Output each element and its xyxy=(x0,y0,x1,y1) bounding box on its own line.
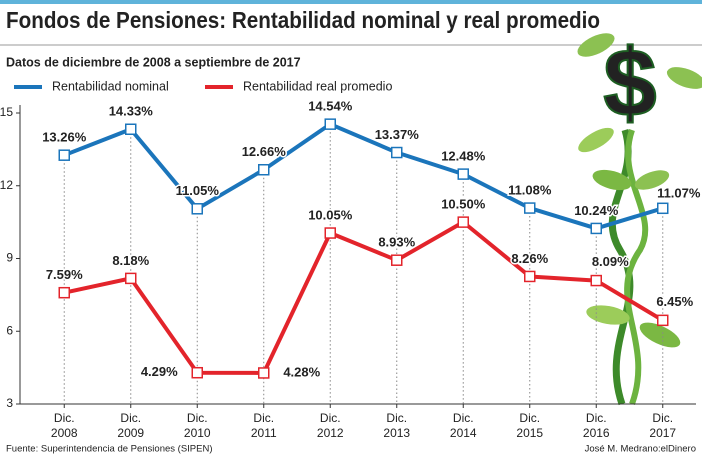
dollar-sign: $ xyxy=(603,29,656,136)
leaf xyxy=(592,169,632,191)
x-tick-label-line: Dic. xyxy=(187,411,208,425)
leaf xyxy=(586,305,630,325)
top-strip xyxy=(0,0,702,4)
point-marker xyxy=(125,272,137,285)
legend-label: Rentabilidad nominal xyxy=(52,79,169,93)
vine xyxy=(608,128,634,406)
value-label: 11.08% xyxy=(508,182,552,197)
point-marker xyxy=(590,274,602,287)
point-marker xyxy=(324,227,336,239)
leaf xyxy=(639,322,681,348)
value-label: 13.37% xyxy=(375,127,420,142)
y-tick-label: 12 xyxy=(0,178,13,192)
value-label: 14.54% xyxy=(308,99,353,114)
value-label: 8.93% xyxy=(378,235,415,250)
x-tick-label-line: 2016 xyxy=(583,426,610,440)
plant-illustration: $ xyxy=(577,28,702,406)
value-label: 12.48% xyxy=(441,149,486,164)
x-tick-label: Dic. 2013 xyxy=(383,411,410,440)
series-line xyxy=(63,220,664,375)
x-tick-label-line: 2014 xyxy=(450,426,477,440)
point-marker xyxy=(125,123,137,135)
vine xyxy=(624,129,649,406)
point-marker xyxy=(457,216,469,228)
source: Fuente: Superintendencia de Pensiones (S… xyxy=(6,444,213,455)
point-marker xyxy=(524,202,536,214)
series-line xyxy=(63,122,664,231)
x-tick-label-line: Dic. xyxy=(54,411,75,425)
x-tick-label-line: 2017 xyxy=(649,426,676,440)
x-tick-label: Dic. 2012 xyxy=(317,411,344,440)
chart-subtitle: Datos de diciembre de 2008 a septiembre … xyxy=(6,55,301,69)
leaf xyxy=(666,67,702,89)
y-tick-label: 9 xyxy=(6,251,13,265)
x-tick-label-line: Dic. xyxy=(652,411,673,425)
chart-title: Fondos de Pensiones: Rentabilidad nomina… xyxy=(6,7,600,33)
value-label: 10.05% xyxy=(308,207,353,222)
point-marker xyxy=(657,202,669,215)
value-label: 11.07% xyxy=(657,186,701,201)
x-tick-label-line: 2012 xyxy=(317,426,344,440)
point-marker xyxy=(191,203,203,215)
point-marker xyxy=(258,163,270,176)
leaf xyxy=(577,33,615,57)
value-label: 7.59% xyxy=(46,267,83,282)
x-tick-label-line: Dic. xyxy=(253,411,274,425)
value-label: 8.09% xyxy=(592,254,629,269)
point-marker xyxy=(524,270,536,283)
x-tick-label-line: Dic. xyxy=(386,411,407,425)
x-tick-label-line: Dic. xyxy=(586,411,607,425)
value-label: 6.45% xyxy=(656,294,693,309)
value-label: 4.28% xyxy=(283,364,320,379)
x-tick-label-line: 2015 xyxy=(516,426,543,440)
x-tick-label-line: Dic. xyxy=(120,411,141,425)
point-marker xyxy=(391,146,403,159)
x-tick-label-line: 2013 xyxy=(383,426,410,440)
value-label: 8.18% xyxy=(112,253,149,268)
point-marker xyxy=(324,118,336,130)
value-label: 10.24% xyxy=(574,203,619,218)
point-marker xyxy=(657,314,669,327)
x-tick-label: Dic. 2010 xyxy=(184,411,211,440)
value-label: 10.50% xyxy=(441,197,486,212)
point-marker xyxy=(258,367,270,379)
value-label: 8.26% xyxy=(511,251,548,266)
x-tick-label: Dic. 2009 xyxy=(117,411,144,440)
point-marker xyxy=(590,222,602,235)
credit: José M. Medrano:elDinero xyxy=(585,444,696,455)
x-tick-label: Dic. 2011 xyxy=(251,411,277,440)
point-marker xyxy=(58,286,70,299)
x-tick-label-line: Dic. xyxy=(320,411,341,425)
value-label: 12.66% xyxy=(242,144,287,159)
x-tick-label-line: 2010 xyxy=(184,426,211,440)
x-tick-label-line: 2011 xyxy=(251,426,277,440)
value-label: 13.26% xyxy=(42,130,87,145)
point-marker xyxy=(191,366,203,379)
x-tick-label: Dic. 2014 xyxy=(450,411,477,440)
point-marker xyxy=(391,254,403,266)
x-tick-label-line: 2009 xyxy=(117,426,144,440)
y-tick-label: 15 xyxy=(0,105,13,119)
y-tick-label: 6 xyxy=(6,323,13,337)
leaf xyxy=(578,127,614,153)
x-tick-label-line: 2008 xyxy=(51,426,78,440)
x-tick-label: Dic. 2016 xyxy=(583,411,610,440)
x-tick-label: Dic. 2008 xyxy=(51,411,78,440)
point-marker xyxy=(457,168,469,180)
y-tick-label: 3 xyxy=(6,396,13,410)
leaf xyxy=(634,170,670,190)
value-label: 4.29% xyxy=(141,364,178,379)
point-marker xyxy=(58,149,70,161)
value-label: 11.05% xyxy=(176,183,220,198)
x-tick-label-line: Dic. xyxy=(453,411,474,425)
value-label: 14.33% xyxy=(109,104,154,119)
legend-label: Rentabilidad real promedio xyxy=(243,79,392,93)
x-tick-label-line: Dic. xyxy=(519,411,540,425)
x-tick-label: Dic. 2015 xyxy=(516,411,543,440)
x-tick-label: Dic. 2017 xyxy=(649,411,676,440)
